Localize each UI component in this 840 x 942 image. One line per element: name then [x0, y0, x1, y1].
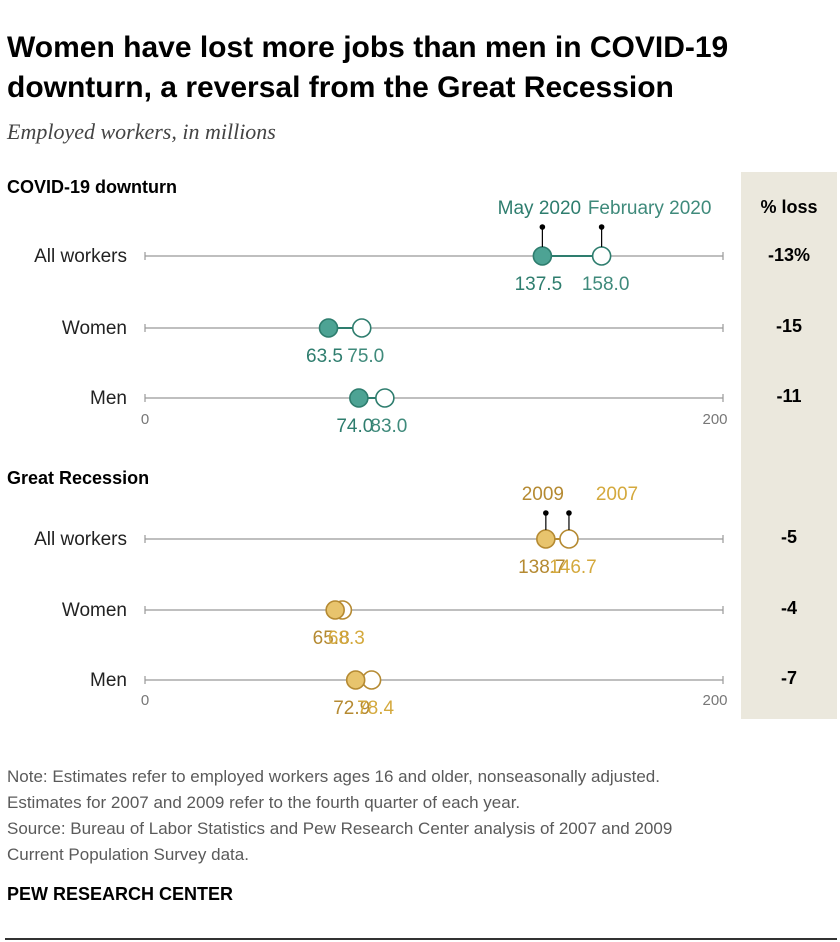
legend-pointer-dot-end-covid — [598, 224, 605, 230]
dot-2009-2 — [345, 670, 366, 690]
source-line-1: Source: Bureau of Labor Statistics and P… — [7, 819, 673, 838]
value-label-end-recession-1: 68.3 — [328, 628, 365, 649]
dot-february-2020-2 — [375, 388, 395, 408]
legend-pointer-dot-start-recession — [543, 510, 549, 516]
value-label-start-recession-0: 138.7 — [518, 557, 566, 578]
pct-loss-covid-women: -15 — [775, 316, 802, 336]
row-label-recession-1: Women — [62, 600, 127, 621]
value-label-start-covid-1: 63.5 — [306, 346, 343, 367]
value-label-end-recession-2: 78.4 — [357, 698, 394, 719]
value-label-start-covid-2: 74.0 — [336, 416, 373, 437]
note-line-1: Note: Estimates refer to employed worker… — [7, 767, 660, 786]
dot-may-2020-2 — [349, 388, 369, 408]
dot-2009-0 — [536, 529, 556, 549]
x-tick-max-covid: 200 — [702, 411, 727, 428]
bottom-divider — [5, 938, 837, 940]
legend-recession-end: 2007 — [596, 484, 638, 505]
row-label-recession-0: All workers — [34, 529, 127, 550]
value-label-end-covid-2: 83.0 — [370, 416, 407, 437]
row-label-covid-1: Women — [62, 318, 127, 339]
x-tick-min-recession: 0 — [141, 692, 149, 709]
x-tick-min-covid: 0 — [141, 411, 149, 428]
row-label-covid-0: All workers — [34, 246, 127, 267]
value-label-end-covid-0: 158.0 — [582, 274, 630, 295]
legend-covid-end: February 2020 — [588, 198, 712, 219]
value-label-start-covid-0: 137.5 — [515, 274, 563, 295]
chart-subtitle: Employed workers, in millions — [7, 119, 276, 144]
dot-february-2020-1 — [351, 318, 372, 338]
dot-2007-0 — [559, 529, 579, 549]
pct-loss-recession-men: -7 — [780, 668, 797, 688]
pct-loss-panel — [741, 172, 837, 719]
legend-pointer-dot-end-recession — [566, 510, 572, 516]
pct-loss-recession-all: -5 — [780, 527, 797, 547]
value-label-end-covid-1: 75.0 — [347, 346, 384, 367]
section-header-covid: COVID-19 downturn — [7, 177, 177, 197]
brand-logo-text: PEW RESEARCH CENTER — [7, 884, 234, 904]
dot-february-2020-0 — [591, 246, 612, 266]
section-header-recession: Great Recession — [7, 468, 149, 488]
legend-pointer-dot-start-covid — [539, 224, 546, 230]
pct-loss-covid-all: -13% — [767, 245, 811, 265]
value-label-end-recession-0: 146.7 — [549, 557, 597, 578]
chart-title: Women have lost more jobs than men in CO… — [7, 31, 729, 104]
pct-loss-covid-men: -11 — [776, 386, 802, 406]
chart-notes: Note: Estimates refer to employed worker… — [7, 764, 827, 868]
row-label-recession-2: Men — [90, 670, 127, 691]
dot-may-2020-0 — [532, 246, 553, 266]
value-label-start-recession-2: 72.9 — [333, 698, 370, 719]
value-label-start-recession-1: 65.8 — [313, 628, 350, 649]
source-line-2: Current Population Survey data. — [7, 845, 249, 864]
legend-recession-start: 2009 — [522, 484, 564, 505]
dot-2009-1 — [325, 600, 345, 620]
x-tick-max-recession: 200 — [702, 692, 727, 709]
note-line-2: Estimates for 2007 and 2009 refer to the… — [7, 793, 521, 812]
row-label-covid-2: Men — [90, 388, 127, 409]
pct-loss-recession-women: -4 — [780, 598, 797, 618]
legend-covid-start: May 2020 — [498, 198, 581, 219]
pct-loss-header: % loss — [760, 197, 818, 217]
dot-may-2020-1 — [318, 318, 339, 338]
